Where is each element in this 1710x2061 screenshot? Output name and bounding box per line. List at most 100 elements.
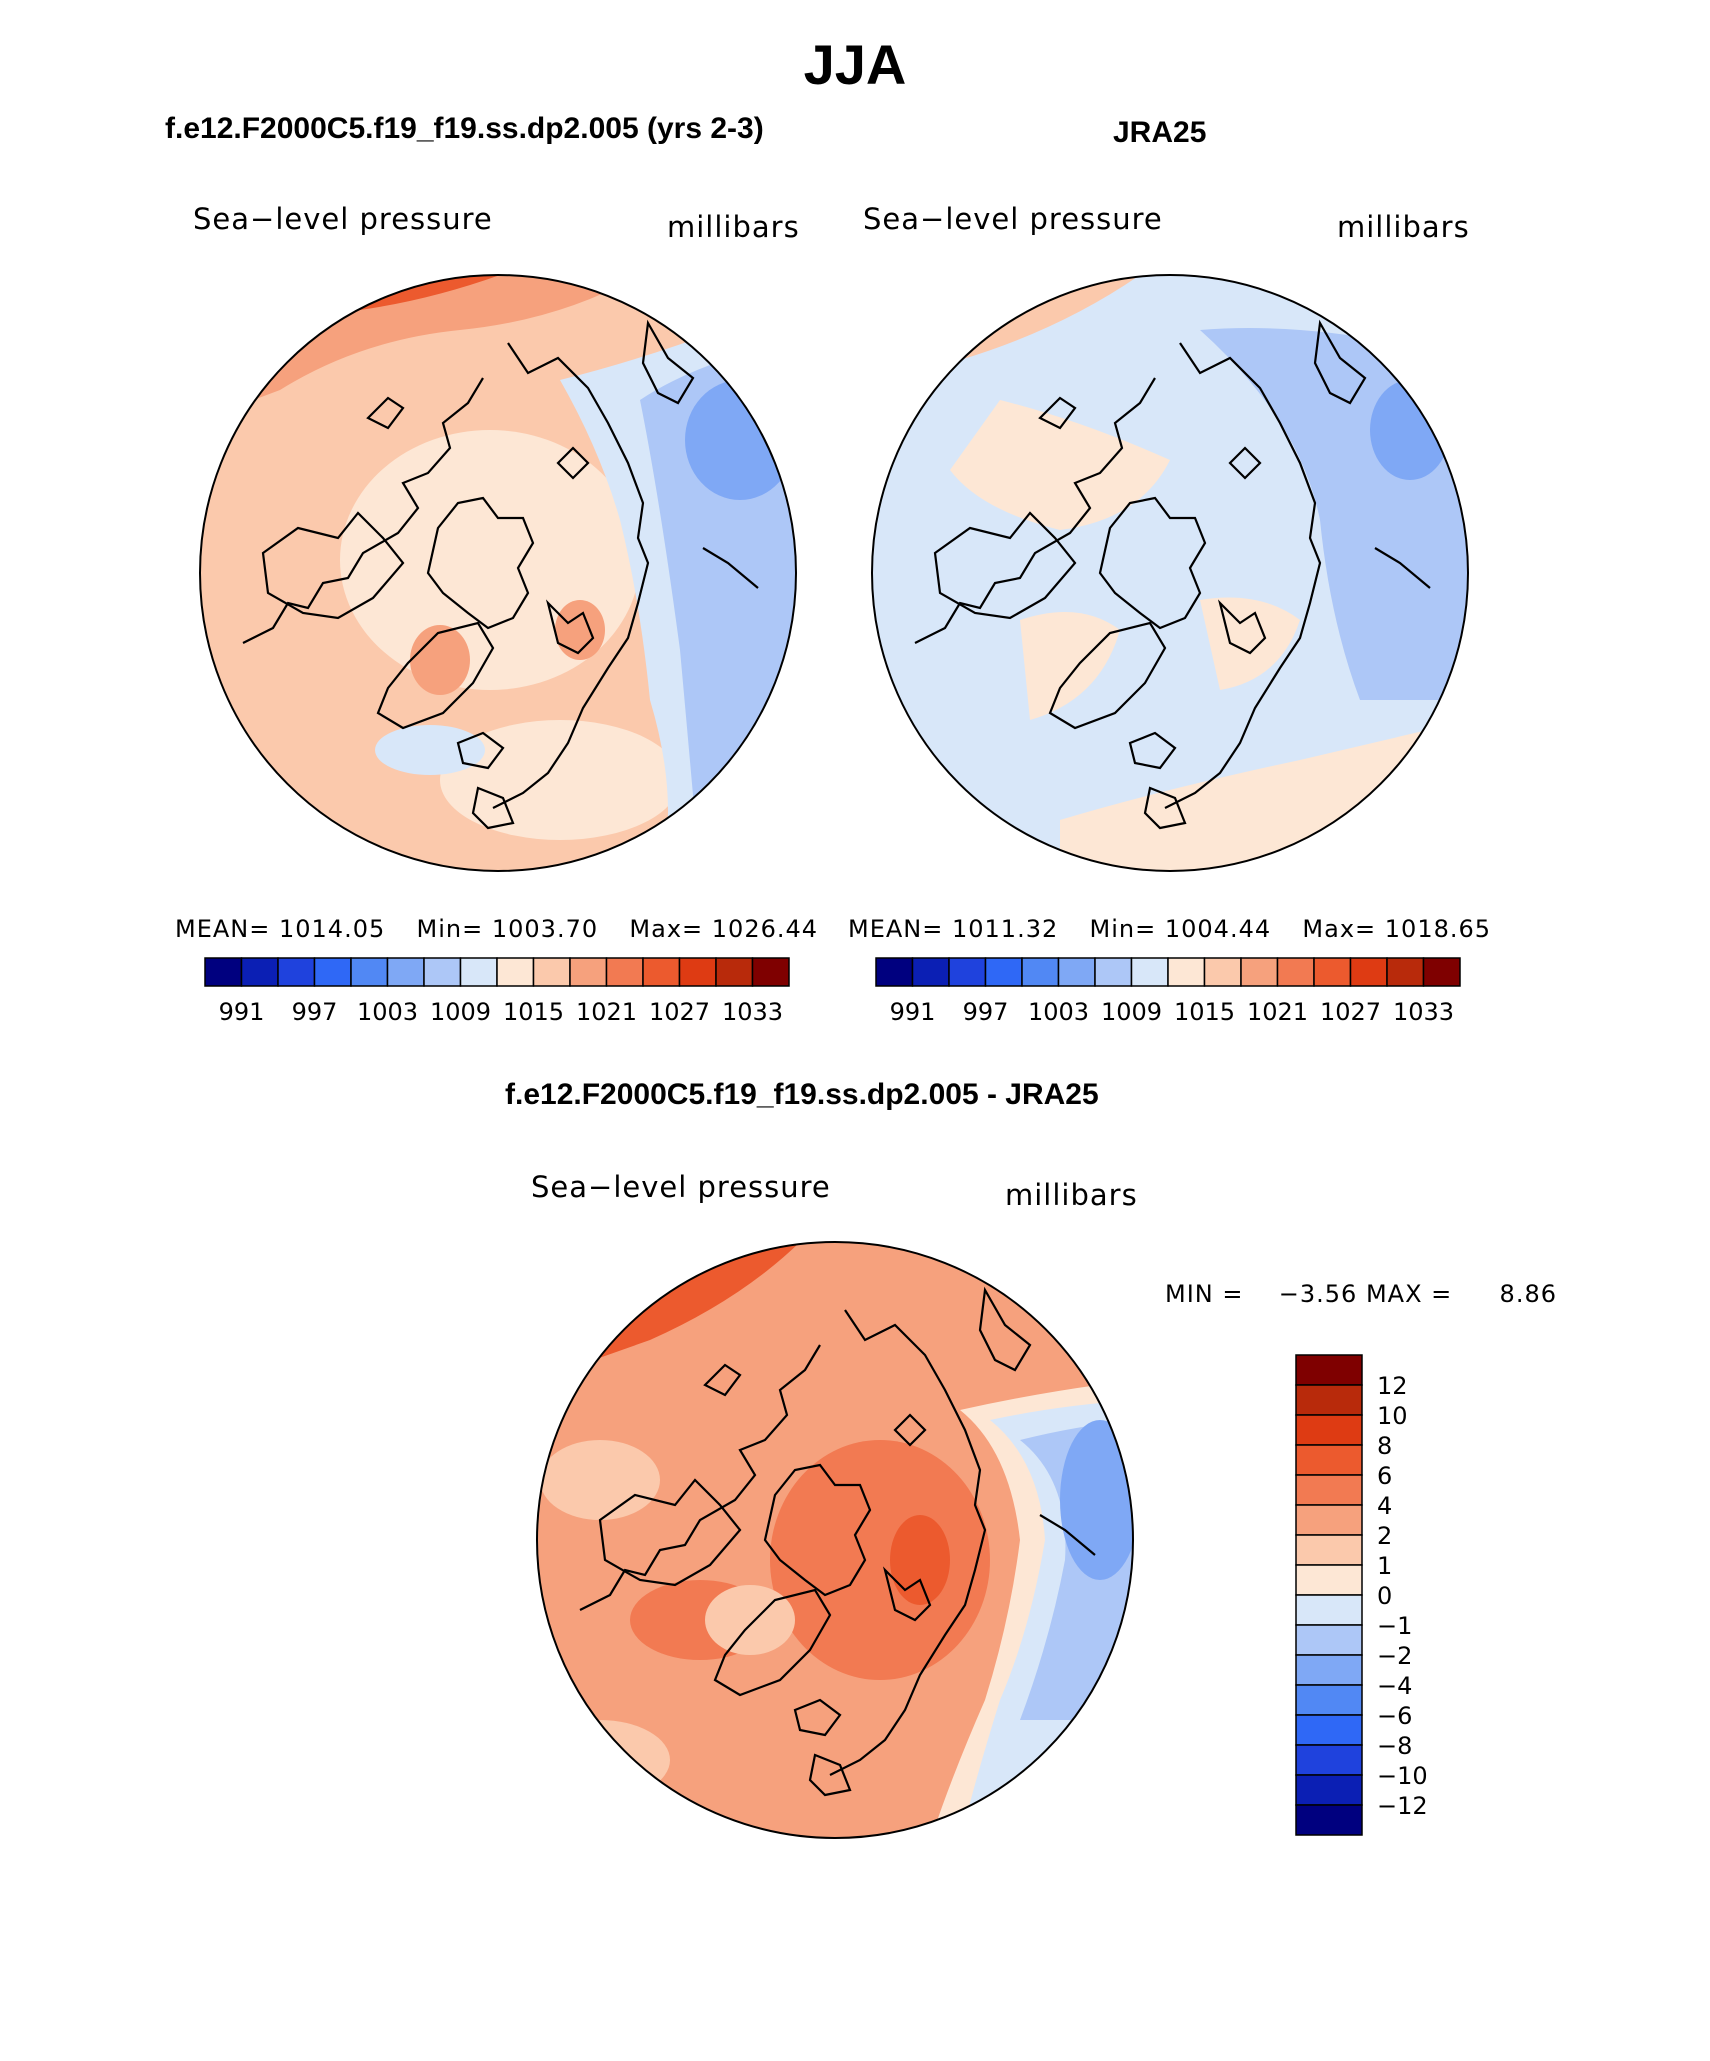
cbar3-swatch <box>1295 1684 1363 1716</box>
cbar2-swatch <box>1313 957 1352 987</box>
cbar1-tick-label: 1009 <box>430 998 491 1026</box>
cbar1-swatch <box>605 957 644 987</box>
cbar3-tick-label: −1 <box>1377 1612 1412 1640</box>
panel3-variable-label: Sea−level pressure <box>531 1170 831 1204</box>
cbar2-swatch <box>911 957 950 987</box>
cbar1-swatch <box>240 957 279 987</box>
cbar3-tick-label: −12 <box>1377 1792 1428 1820</box>
cbar1-tick-label: 1021 <box>576 998 637 1026</box>
diff-panel-title: f.e12.F2000C5.f19_f19.ss.dp2.005 - JRA25 <box>505 1078 1099 1111</box>
cbar1-swatch <box>642 957 681 987</box>
cbar1-swatch <box>386 957 425 987</box>
cbar1-tick-label: 1027 <box>649 998 710 1026</box>
panel1-map <box>199 274 797 872</box>
cbar1-tick-label: 1033 <box>722 998 783 1026</box>
cbar1-swatch <box>277 957 316 987</box>
cbar2-swatch <box>1021 957 1060 987</box>
panel2-mean-value: 1011.32 <box>952 915 1059 943</box>
panel1-mean-label: MEAN= <box>175 915 271 943</box>
panel1-variable-label: Sea−level pressure <box>193 202 493 236</box>
cbar2-swatch <box>1386 957 1425 987</box>
cbar3-tick-label: −8 <box>1377 1732 1412 1760</box>
cbar3-swatch <box>1295 1504 1363 1536</box>
cbar3-swatch <box>1295 1594 1363 1626</box>
cbar3-swatch <box>1295 1774 1363 1806</box>
cbar3-swatch <box>1295 1444 1363 1476</box>
cbar2-swatch <box>875 957 914 987</box>
cbar1-swatch <box>678 957 717 987</box>
panel2-min-label: Min= <box>1089 915 1157 943</box>
panel1-max-label: Max= <box>629 915 704 943</box>
panel3-min-label: MIN = <box>1165 1280 1244 1308</box>
cbar2-swatch <box>1167 957 1206 987</box>
cbar2-tick-label: 991 <box>890 998 936 1026</box>
cbar1-tick-label: 1003 <box>357 998 418 1026</box>
cbar1-swatch <box>496 957 535 987</box>
cbar3-tick-label: −4 <box>1377 1672 1412 1700</box>
cbar1-swatch <box>459 957 498 987</box>
panel2-max-label: Max= <box>1302 915 1377 943</box>
cbar1-swatch <box>423 957 462 987</box>
panel3-units-label: millibars <box>1005 1178 1138 1212</box>
cbar3-tick-label: 2 <box>1377 1522 1392 1550</box>
cbar2-swatch <box>1349 957 1388 987</box>
model-panel-title: f.e12.F2000C5.f19_f19.ss.dp2.005 (yrs 2-… <box>165 112 764 145</box>
cbar2-swatch <box>1422 957 1461 987</box>
panel1-min-label: Min= <box>416 915 484 943</box>
cbar2-tick-label: 997 <box>963 998 1009 1026</box>
panel2-mean-label: MEAN= <box>848 915 944 943</box>
panel3-min-value: −3.56 <box>1278 1280 1358 1308</box>
field-colorbar-2: 991 997 1003 1009 1015 1021 1027 1033 <box>875 957 1461 1026</box>
panel3-max-value: 8.86 <box>1499 1280 1557 1308</box>
cbar1-swatch <box>715 957 754 987</box>
panel3-map <box>536 1241 1134 1839</box>
cbar1-tick-label: 997 <box>292 998 338 1026</box>
panel2-stats: MEAN= 1011.32 Min= 1004.44 Max= 1018.65 <box>848 915 1491 943</box>
cbar3-tick-label: 12 <box>1377 1372 1408 1400</box>
cbar3-swatch <box>1295 1804 1363 1836</box>
cbar2-tick-label: 1015 <box>1174 998 1235 1026</box>
cbar3-swatch <box>1295 1414 1363 1446</box>
cbar3-tick-label: 6 <box>1377 1462 1392 1490</box>
cbar1-tick-label: 1015 <box>503 998 564 1026</box>
cbar3-swatch <box>1295 1534 1363 1566</box>
cbar3-tick-label: 8 <box>1377 1432 1392 1460</box>
cbar3-swatch <box>1295 1384 1363 1416</box>
cbar3-swatch <box>1295 1654 1363 1686</box>
cbar2-swatch <box>984 957 1023 987</box>
cbar3-swatch <box>1295 1714 1363 1746</box>
cbar2-swatch <box>1276 957 1315 987</box>
panel2-units-label: millibars <box>1337 210 1470 244</box>
panel2-max-value: 1018.65 <box>1384 915 1492 943</box>
obs-panel-title: JRA25 <box>1113 116 1207 149</box>
cbar2-tick-label: 1033 <box>1393 998 1454 1026</box>
panel1-max-value: 1026.44 <box>711 915 819 943</box>
cbar3-tick-label: −6 <box>1377 1702 1412 1730</box>
cbar2-tick-label: 1009 <box>1101 998 1162 1026</box>
cbar2-swatch <box>1057 957 1096 987</box>
figure-title: JJA <box>803 33 907 96</box>
cbar2-swatch <box>948 957 987 987</box>
panel2-min-value: 1004.44 <box>1164 915 1272 943</box>
cbar3-tick-label: 0 <box>1377 1582 1392 1610</box>
panel1-mean-value: 1014.05 <box>279 915 386 943</box>
panel1-stats: MEAN= 1014.05 Min= 1003.70 Max= 1026.44 <box>175 915 818 943</box>
cbar1-tick-label: 991 <box>219 998 265 1026</box>
cbar1-swatch <box>204 957 243 987</box>
cbar3-swatch <box>1295 1474 1363 1506</box>
cbar1-swatch <box>313 957 352 987</box>
cbar3-swatch <box>1295 1354 1363 1386</box>
cbar2-tick-label: 1003 <box>1028 998 1089 1026</box>
field-colorbar-1: 991 997 1003 1009 1015 1021 1027 1033 <box>204 957 790 1026</box>
cbar3-swatch <box>1295 1564 1363 1596</box>
panel2-variable-label: Sea−level pressure <box>863 202 1163 236</box>
cbar1-swatch <box>751 957 790 987</box>
panel3-stats: MIN = −3.56 MAX = 8.86 <box>1165 1280 1557 1308</box>
cbar1-swatch <box>569 957 608 987</box>
cbar1-swatch <box>532 957 571 987</box>
cbar3-tick-label: 4 <box>1377 1492 1392 1520</box>
cbar2-swatch <box>1130 957 1169 987</box>
cbar3-tick-label: 1 <box>1377 1552 1392 1580</box>
